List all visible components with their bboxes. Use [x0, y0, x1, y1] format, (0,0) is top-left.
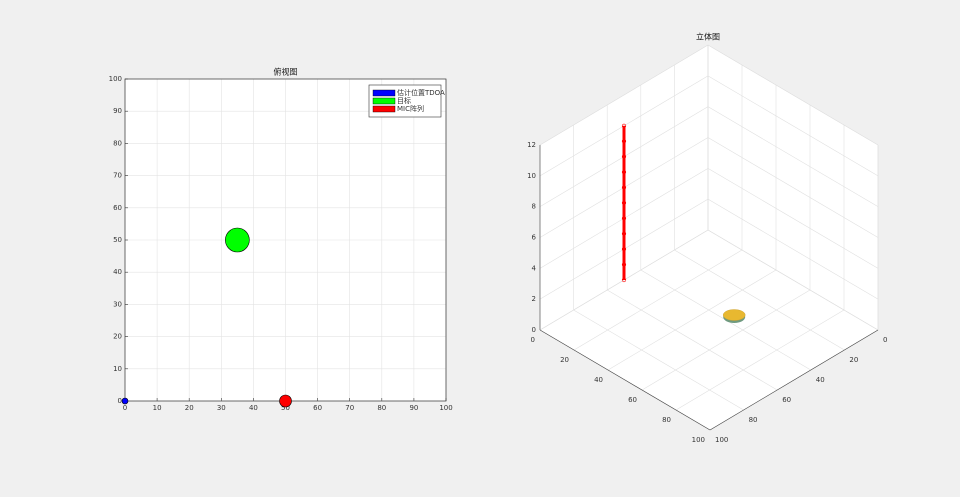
point [621, 247, 627, 252]
y-tick-label: 80 [113, 139, 122, 147]
grid-line [573, 309, 744, 411]
grid-line [607, 289, 778, 391]
x-tick-label: 100 [715, 436, 728, 444]
y-tick-label: 0 [118, 397, 122, 405]
point [225, 227, 250, 253]
z-tick-label: 4 [532, 264, 537, 272]
point [121, 397, 129, 405]
y-tick-label: 10 [113, 365, 122, 373]
point [621, 139, 627, 144]
x-tick-label: 0 [883, 336, 887, 344]
grid-line [707, 75, 879, 177]
z-tick-label: 0 [532, 326, 536, 334]
point [621, 216, 627, 221]
y-tick-label: 30 [113, 300, 122, 308]
y-tick-label: 50 [113, 236, 122, 244]
x-tick-label: 70 [345, 404, 354, 412]
grid-line [539, 44, 709, 146]
z-tick-label: 8 [532, 203, 536, 211]
point [621, 262, 627, 267]
legend-label: 估计位置TDOA [397, 88, 445, 97]
y-tick-label: 20 [113, 333, 122, 341]
legend-swatch [372, 89, 396, 97]
y-tick-label: 60 [628, 396, 637, 404]
grid-line [675, 309, 845, 411]
grid-line [707, 44, 879, 146]
x-tick-label: 20 [849, 356, 858, 364]
x-tick-label: 30 [217, 404, 226, 412]
grid-line [707, 106, 879, 207]
x-tick-label: 60 [782, 396, 791, 404]
y-tick-label: 20 [560, 356, 569, 364]
grid-line [607, 269, 777, 371]
x-tick-label: 90 [409, 404, 418, 412]
x-tick-label: 100 [439, 404, 452, 412]
z-tick-label: 2 [532, 295, 536, 303]
point [621, 200, 627, 206]
x-tick-label: 80 [749, 416, 758, 424]
grid-line [707, 198, 879, 300]
grid-line [707, 168, 879, 269]
grid-line [707, 137, 879, 238]
legend-label: MIC阵列 [397, 104, 424, 113]
point [621, 169, 627, 175]
legend-swatch [372, 97, 396, 105]
point [621, 185, 627, 190]
grid-line [641, 289, 811, 391]
axis-line [709, 329, 879, 431]
y-tick-label: 40 [594, 376, 603, 384]
grid-line [674, 249, 845, 351]
legend-label: 目标 [397, 96, 411, 105]
y-tick-label: 100 [692, 436, 705, 444]
y-tick-label: 70 [113, 172, 122, 180]
x-tick-label: 60 [313, 404, 322, 412]
grid-line [539, 75, 709, 177]
x-tick-label: 10 [153, 404, 162, 412]
point [621, 154, 627, 159]
x-tick-label: 40 [249, 404, 258, 412]
x-tick-label: 0 [123, 404, 127, 412]
point [279, 394, 292, 408]
point [621, 231, 627, 236]
axis-line [539, 329, 711, 431]
x-tick-label: 20 [185, 404, 194, 412]
point [621, 123, 627, 128]
sphere [723, 309, 746, 321]
x-tick-label: 50 [281, 404, 290, 412]
point [621, 277, 627, 283]
y-tick-label: 60 [113, 204, 122, 212]
grid-line [707, 229, 879, 331]
x-tick-label: 80 [377, 404, 386, 412]
chart-title: 立体图 [696, 32, 720, 42]
y-tick-label: 90 [113, 107, 122, 115]
z-tick-label: 10 [527, 172, 536, 180]
z-tick-label: 6 [532, 234, 537, 242]
legend-swatch [372, 105, 396, 113]
chart-title: 俯视图 [274, 67, 298, 77]
y-tick-label: 80 [662, 416, 671, 424]
z-tick-label: 12 [527, 141, 536, 149]
y-tick-label: 40 [113, 268, 122, 276]
grid-line [573, 249, 743, 351]
x-tick-label: 40 [816, 376, 825, 384]
y-tick-label: 0 [531, 336, 535, 344]
y-tick-label: 100 [109, 75, 122, 83]
